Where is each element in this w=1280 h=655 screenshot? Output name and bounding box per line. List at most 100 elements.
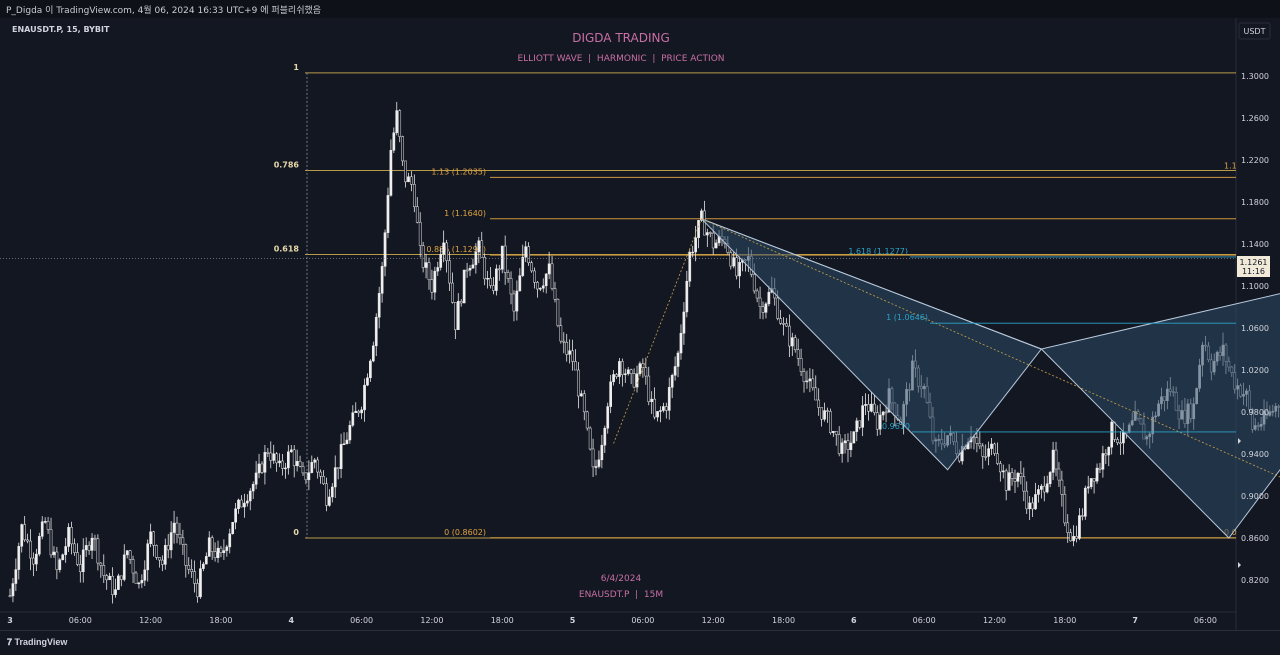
currency-label: USDT — [1244, 27, 1266, 36]
candle-body — [377, 293, 381, 318]
candle-body — [823, 410, 826, 420]
fib-level-label: 0 — [293, 528, 299, 537]
candle-body — [348, 425, 352, 441]
candle-body — [172, 522, 176, 533]
price-tick-label: 1.3000 — [1241, 72, 1269, 81]
candle-body — [234, 508, 237, 523]
candle-body — [281, 460, 284, 469]
candle-body — [295, 461, 299, 467]
time-tick-label: 12:00 — [983, 616, 1006, 625]
chart-canvas[interactable]: 1 0.786 0.618 0 1.13 (1.2035) 1 (1.1640) 0.886… — [0, 18, 1280, 630]
fib-ext-label: 1 (1.1640) — [444, 209, 486, 218]
candle-body — [1122, 431, 1125, 444]
candle-body — [492, 285, 495, 291]
candle-body — [122, 554, 126, 580]
footer-bar: 𝟕 TradingView — [0, 630, 1280, 655]
candle-body — [266, 452, 270, 454]
candle-body — [1101, 453, 1105, 470]
candle-body — [178, 534, 182, 539]
candle-body — [468, 268, 472, 271]
time-tick-label: 18:00 — [491, 616, 514, 625]
price-tick-label: 0.9000 — [1241, 492, 1269, 501]
candle-body — [515, 290, 519, 312]
candle-body — [585, 411, 589, 429]
candle-body — [163, 545, 167, 565]
current-price-tag — [1237, 256, 1270, 277]
fib-level-label: 0.618 — [274, 245, 300, 254]
current-price-value: 1.1261 — [1240, 258, 1268, 267]
candle-body — [451, 282, 454, 303]
currency-badge[interactable] — [1238, 22, 1271, 40]
candle-body — [524, 246, 528, 258]
candle-body — [975, 437, 979, 444]
time-tick-label: 06:00 — [350, 616, 373, 625]
candle-body — [644, 367, 648, 377]
candle-body — [647, 375, 651, 402]
candle-body — [445, 242, 448, 261]
candle-body — [1016, 472, 1020, 482]
candle-body — [981, 445, 985, 457]
candle-body — [685, 281, 689, 313]
candle-body — [978, 443, 982, 447]
pattern-triangle-bcd[interactable] — [1040, 257, 1280, 539]
candle-body — [653, 398, 656, 418]
candle-body — [1095, 467, 1099, 482]
time-tick-label: 4 — [288, 616, 294, 625]
harmonic-level-label: 0.9610 — [882, 422, 910, 431]
candle-body — [682, 311, 686, 334]
candle-body — [149, 531, 152, 544]
chart-pane[interactable] — [0, 18, 1236, 612]
time-tick-label: 7 — [1132, 616, 1138, 625]
candle-body — [659, 410, 662, 412]
candle-body — [442, 242, 445, 255]
fibonacci-retracement[interactable]: 1 0.786 0.618 0 1.13 (1.2035) 1 (1.1640) 0.886… — [274, 63, 1237, 539]
candle-body — [213, 551, 217, 558]
candle-body — [802, 371, 806, 382]
candle-body — [1042, 485, 1046, 493]
candle-body — [207, 537, 211, 557]
candle-body — [58, 559, 62, 570]
candle-body — [389, 149, 393, 196]
candle-body — [158, 557, 161, 561]
candle-body — [805, 380, 809, 383]
candle-body — [817, 399, 821, 408]
tradingview-logo[interactable]: 𝟕 TradingView — [7, 637, 67, 648]
candle-body — [987, 448, 990, 457]
candle-body — [799, 358, 803, 372]
candle-body — [415, 206, 419, 223]
candle-body — [884, 411, 888, 414]
candle-body — [1113, 421, 1116, 440]
candle-body — [705, 232, 709, 236]
candle-body — [292, 449, 296, 467]
publish-caption: P_Digda 이 TradingView.com, 4월 06, 2024 1… — [6, 6, 322, 16]
candle-body — [404, 160, 407, 183]
candle-body — [571, 350, 574, 362]
candle-body — [1119, 442, 1122, 445]
candle-body — [1001, 470, 1005, 473]
candle-body — [1086, 486, 1090, 489]
candle-body — [606, 406, 610, 429]
candle-body — [782, 323, 785, 325]
candle-body — [1037, 489, 1040, 495]
harmonic-pattern[interactable] — [701, 218, 1280, 539]
symbol-legend[interactable]: ENAUSDT.P, 15, BYBIT — [12, 25, 110, 34]
candle-body — [371, 345, 375, 362]
candle-body — [46, 521, 50, 530]
candle-body — [386, 195, 390, 233]
candle-body — [196, 583, 199, 598]
scale-arrow-icon — [1238, 562, 1241, 568]
candle-body — [1072, 536, 1075, 542]
overlay-lines: 1.618 (1.1277) 1 (1.0646) 0.9610 — [0, 218, 1280, 478]
candle-body — [503, 245, 507, 273]
candle-body — [679, 332, 683, 354]
publish-caption-bar: P_Digda 이 TradingView.com, 4월 06, 2024 1… — [0, 0, 1280, 19]
fib-level-label: 1 — [293, 63, 299, 72]
candle-body — [11, 583, 15, 597]
candle-body — [984, 456, 988, 458]
candle-body — [1004, 470, 1008, 491]
time-tick-label: 12:00 — [139, 616, 162, 625]
candle-body — [497, 268, 501, 271]
candle-body — [184, 544, 188, 566]
candle-body — [650, 398, 654, 402]
candle-body — [670, 375, 674, 388]
